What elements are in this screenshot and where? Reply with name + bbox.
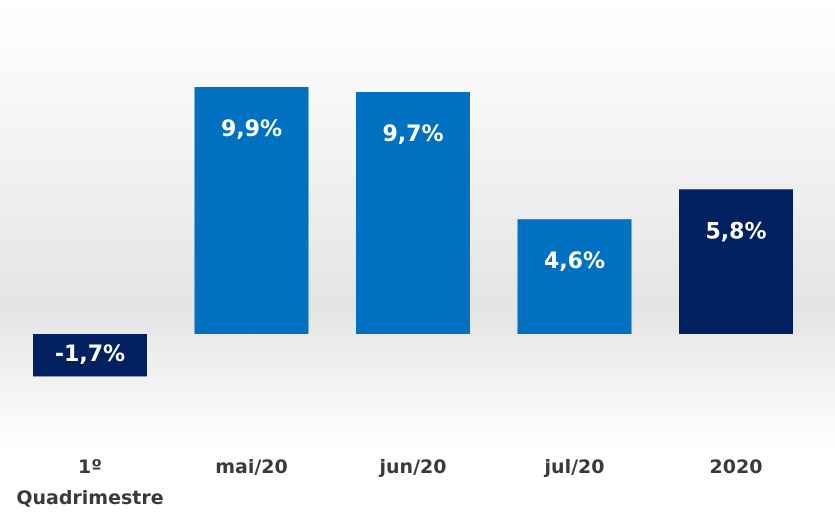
x-tick-label: jul/20 bbox=[544, 456, 605, 478]
bar bbox=[517, 219, 632, 334]
x-tick-label: jun/20 bbox=[379, 456, 447, 478]
value-label: 9,7% bbox=[382, 122, 443, 147]
value-label: -1,7% bbox=[55, 342, 125, 367]
x-tick-label: 2020 bbox=[709, 456, 763, 478]
value-label: 4,6% bbox=[544, 249, 605, 274]
bar bbox=[356, 91, 470, 334]
bar bbox=[194, 87, 309, 334]
value-label: 9,9% bbox=[221, 117, 282, 142]
value-label: 5,8% bbox=[705, 219, 766, 244]
bar bbox=[679, 189, 793, 334]
x-tick-label: 1º Quadrimestre bbox=[16, 456, 164, 509]
x-tick-label: mai/20 bbox=[215, 456, 288, 478]
bar bbox=[33, 334, 147, 377]
